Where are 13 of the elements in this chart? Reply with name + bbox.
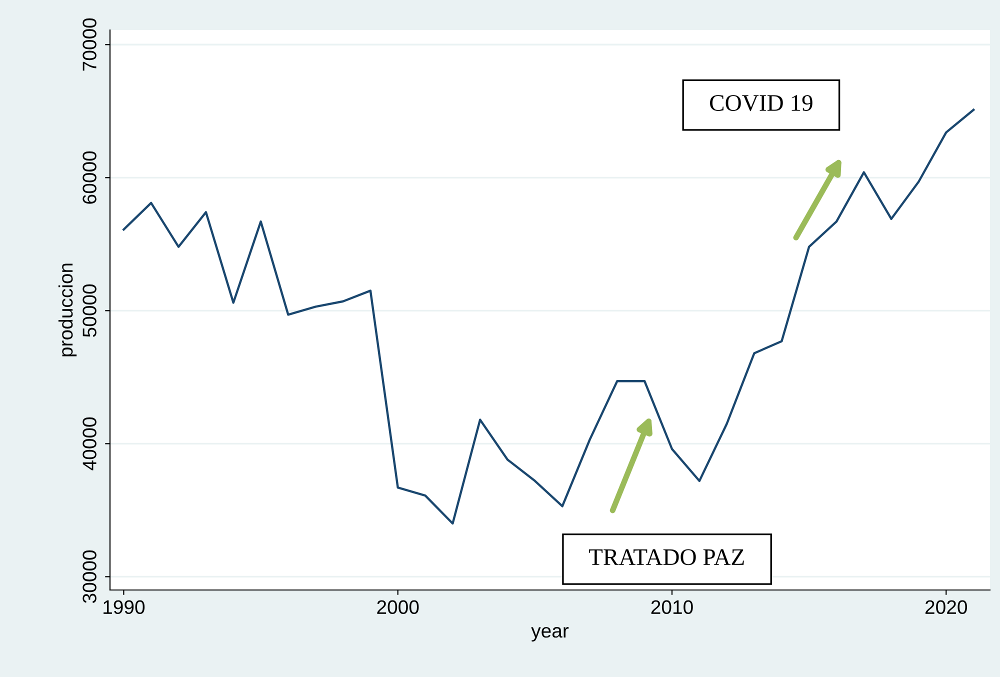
y-axis-title: produccion [58,264,77,356]
x-tick-label: 1990 [104,600,145,614]
annotation: TRATADO PAZ [588,549,744,566]
y-tick-label: 40000 [82,417,96,470]
annotation: COVID 19 [710,95,812,112]
x-tick-label: 2010 [651,600,693,614]
x-tick-label: 2020 [925,600,968,614]
x-axis-title: year [531,627,569,642]
y-tick-label: 30000 [82,550,96,603]
y-tick-label: 70000 [82,18,96,71]
y-tick-label: 60000 [82,151,96,204]
y-tick-label: 50000 [82,284,96,337]
x-tick-label: 2000 [377,600,419,614]
